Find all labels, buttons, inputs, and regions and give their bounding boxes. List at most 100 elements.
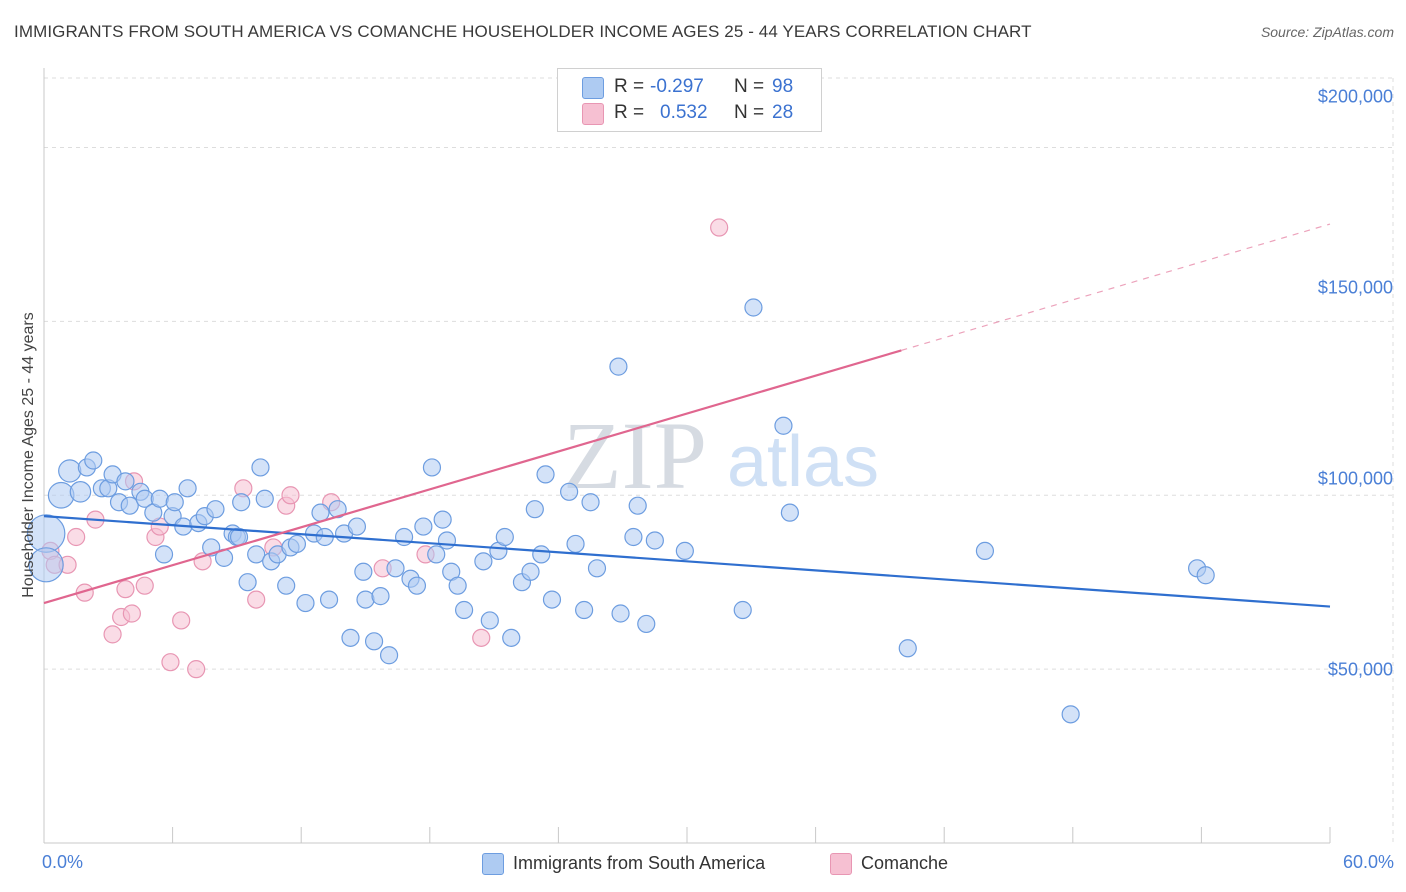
y-tick-50000: $50,000	[1327, 659, 1393, 680]
south-america-point	[150, 489, 169, 508]
south-america-point	[371, 587, 390, 606]
south-america-point	[354, 562, 373, 581]
south-america-point	[47, 481, 75, 509]
grid-lines	[44, 77, 1395, 843]
south-america-point	[560, 482, 579, 501]
legend-r-label: R =	[614, 76, 645, 97]
south-america-point	[1061, 705, 1080, 724]
south-america-point	[311, 503, 330, 522]
south-america-point	[898, 639, 917, 658]
south-america-point	[521, 562, 540, 581]
south-america-point	[744, 298, 763, 317]
south-america-point	[58, 459, 82, 483]
south-america-point	[154, 545, 174, 564]
legend-n-label: N =	[734, 102, 765, 123]
watermark-atlas: atlas	[727, 422, 879, 502]
south-america-point	[566, 534, 585, 554]
south-america-point	[238, 573, 257, 592]
south-america-point	[422, 458, 442, 477]
south-america-point	[328, 500, 347, 519]
legend-r-value-pink: 0.532	[660, 102, 708, 123]
south-america-trend-line	[43, 515, 1331, 608]
south-america-point	[165, 493, 184, 512]
legend-swatch-blue	[582, 77, 604, 99]
south-america-point	[536, 465, 555, 484]
south-america-point	[347, 517, 367, 536]
south-america-point	[386, 559, 405, 578]
south-america-point	[28, 547, 64, 583]
south-america-point	[542, 590, 562, 609]
south-america-point	[341, 628, 360, 647]
comanche-point	[135, 576, 154, 595]
south-america-point	[356, 590, 375, 609]
south-america-point	[69, 480, 92, 503]
south-america-point	[251, 458, 270, 477]
comanche-point	[161, 653, 180, 672]
source-credit: Source: ZipAtlas.com	[1260, 24, 1394, 40]
south-america-point	[609, 357, 628, 376]
legend-n-value-pink: 28	[772, 102, 794, 123]
south-america-point	[379, 646, 399, 665]
legend-swatch-pink	[582, 103, 604, 125]
bottom-legend-label-pink: Comanche	[861, 853, 949, 873]
south-america-point	[780, 503, 799, 522]
south-america-point	[407, 576, 427, 595]
y-axis-label: Householder Income Ages 25 - 44 years	[20, 312, 37, 598]
bottom-legend-swatch-pink	[830, 853, 852, 875]
south-america-point	[480, 611, 499, 630]
comanche-point	[247, 590, 266, 609]
south-america-point	[774, 416, 793, 435]
south-america-point	[433, 510, 452, 529]
south-america-point	[624, 527, 643, 547]
south-america-point	[611, 604, 630, 623]
south-america-point	[116, 472, 135, 491]
correlation-legend: R = -0.297 N = 98 R = 0.532 N = 28	[557, 68, 822, 132]
south-america-point	[414, 517, 433, 536]
south-america-point	[454, 600, 474, 620]
bottom-legend-label-blue: Immigrants from South America	[513, 853, 766, 873]
south-america-point	[645, 531, 664, 550]
comanche-point	[67, 527, 86, 547]
south-america-point	[296, 593, 315, 613]
comanche-point	[116, 580, 135, 599]
south-america-point	[532, 545, 551, 564]
south-america-point	[287, 534, 307, 554]
south-america-point	[525, 500, 544, 519]
south-america-point	[575, 600, 594, 620]
comanche-point	[172, 611, 191, 630]
south-america-point	[628, 496, 647, 515]
south-america-point	[587, 559, 607, 578]
south-america-point	[247, 545, 266, 564]
south-america-point	[733, 600, 752, 620]
trend-lines	[43, 223, 1331, 608]
south-america-point	[495, 527, 514, 547]
south-america-point	[675, 541, 694, 561]
x-tick-min: 0.0%	[42, 852, 84, 872]
south-america-point	[448, 576, 467, 595]
legend-n-value-blue: 98	[772, 76, 794, 97]
south-america-point	[120, 496, 139, 515]
south-america-point	[637, 614, 656, 634]
south-america-point	[581, 493, 600, 512]
south-america-points	[26, 298, 1215, 724]
south-america-point	[84, 451, 103, 470]
comanche-point	[187, 660, 206, 679]
south-america-point	[206, 500, 225, 519]
south-america-point	[474, 552, 493, 571]
south-america-point	[437, 531, 457, 550]
south-america-point	[255, 489, 274, 508]
comanche-trend-extension	[901, 223, 1331, 351]
south-america-point	[178, 479, 197, 498]
comanche-point	[103, 625, 122, 644]
comanche-point	[472, 628, 491, 647]
x-tick-max: 60.0%	[1342, 852, 1394, 872]
legend-r-value-blue: -0.297	[650, 76, 704, 97]
legend-r-label: R =	[614, 102, 645, 123]
south-america-point	[232, 493, 251, 512]
comanche-trend-line	[43, 349, 902, 605]
y-tick-200000: $200,000	[1317, 86, 1393, 107]
comanche-point	[122, 604, 141, 623]
chart-title: IMMIGRANTS FROM SOUTH AMERICA VS COMANCH…	[14, 22, 1032, 41]
legend-n-label: N =	[734, 76, 765, 97]
